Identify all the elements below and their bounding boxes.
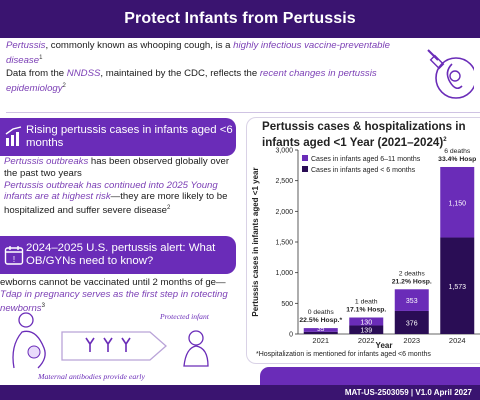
p2-text: ewborns cannot be vaccinated until 2 mon… xyxy=(0,277,226,288)
bar-under-6-months xyxy=(394,310,429,334)
bar-value-label: 130 xyxy=(360,319,372,326)
page-footer: MAT-US-2503059 | V1.0 April 2027 xyxy=(0,385,480,400)
y-tick-label: 0 xyxy=(289,332,293,339)
y-tick-label: 1,000 xyxy=(275,270,293,277)
intro-line-1: Pertussis, commonly known as whooping co… xyxy=(6,40,414,68)
page-header: Protect Infants from Pertussis xyxy=(0,0,480,38)
hospitalization-annotation: 17.1% Hosp. xyxy=(346,307,386,314)
legend-label: Cases in infants aged 6–11 months xyxy=(311,156,421,163)
x-tick-label: 2021 xyxy=(312,336,329,345)
ref-1: 1 xyxy=(39,55,43,62)
p1-text-1: has been observed globally over the past… xyxy=(4,156,230,179)
intro-text-1: , commonly known as whooping cough, is a xyxy=(45,40,234,51)
p2-em: Tdap in pregnancy serves as the first st… xyxy=(0,288,228,314)
bar-6-11-months xyxy=(440,166,475,238)
p1-text-2: —they are more likely to be hospitalized… xyxy=(4,191,228,217)
y-tick-label: 2,500 xyxy=(275,178,293,185)
ref-2: 2 xyxy=(62,83,66,90)
page-title: Protect Infants from Pertussis xyxy=(124,10,356,27)
pregnancy-vaccine-icon xyxy=(427,49,474,99)
bar-6-11-months xyxy=(394,289,429,311)
legend-swatch xyxy=(302,166,308,172)
bar-value-label: 1,150 xyxy=(448,200,466,207)
intro-text-2b: , maintained by the CDC, reflects the xyxy=(100,68,260,79)
p2-ref: 3 xyxy=(41,302,45,309)
hospitalization-annotation: 22.5% Hosp.* xyxy=(299,317,342,324)
legend-swatch xyxy=(302,155,308,161)
intro-highlight-1: highly infectious vaccine-preventable di… xyxy=(6,40,390,67)
panel-rising-cases-title: Rising pertussis cases in infants aged <… xyxy=(26,124,233,149)
hospitalization-annotation: 21.2% Hosp. xyxy=(392,278,432,285)
y-tick-label: 2,000 xyxy=(275,209,293,216)
panel-alert-header: ! 2024–2025 U.S. pertussis alert: What O… xyxy=(0,236,236,274)
panel-rising-cases-header: Rising pertussis cases in infants aged <… xyxy=(0,118,236,156)
maternal-antibodies-label: Maternal antibodies provide early xyxy=(38,372,145,381)
x-tick-label: 2024 xyxy=(449,336,466,345)
bar-value-label: 35 xyxy=(317,326,325,333)
term-pertussis: Pertussis xyxy=(6,40,46,51)
x-axis-label: Year xyxy=(376,341,393,350)
hospitalization-annotation: 33.4% Hosp xyxy=(438,156,476,163)
intro-text-2a: Data from the xyxy=(6,68,67,79)
x-tick-label: 2022 xyxy=(358,336,375,345)
antibody-illustration: Protected infant Maternal antibodies pro… xyxy=(0,308,236,382)
bar-under-6-months xyxy=(349,325,384,334)
deaths-annotation: 0 deaths xyxy=(308,309,335,316)
chart-title-ref: 2 xyxy=(443,136,447,143)
svg-text:!: ! xyxy=(13,255,15,264)
bar-under-6-months xyxy=(440,237,475,334)
bar-value-label: 139 xyxy=(360,328,372,335)
bar-value-label: 61 xyxy=(317,319,325,326)
bar-value-label: 376 xyxy=(406,320,418,327)
intro-text: Pertussis, commonly known as whooping co… xyxy=(6,40,414,96)
protected-infant-label: Protected infant xyxy=(160,312,209,321)
legend-label: Cases in infants aged < 6 months xyxy=(311,167,416,174)
intro-line-2: Data from the NNDSS, maintained by the C… xyxy=(6,68,414,96)
y-tick-label: 500 xyxy=(281,301,293,308)
bottom-panel-strip xyxy=(260,367,480,385)
y-tick-label: 3,000 xyxy=(275,148,293,155)
y-axis-label: Pertussis cases in infants aged <1 year xyxy=(251,167,260,316)
deaths-annotation: 1 death xyxy=(355,299,378,306)
panel-alert-body: ewborns cannot be vaccinated until 2 mon… xyxy=(0,277,236,315)
pertussis-bar-chart: 0 500 1,000 1,500 2,000 2,500 3,000 Pertussis c… xyxy=(251,148,480,350)
rising-chart-icon xyxy=(5,126,22,146)
bar-value-label: 353 xyxy=(406,298,418,305)
y-tick-label: 1,500 xyxy=(275,240,293,247)
bar-under-6-months xyxy=(303,331,338,334)
chart-card xyxy=(246,117,480,364)
chart-title: Pertussis cases & hospitalizations in in… xyxy=(262,120,480,149)
deaths-annotation: 2 deaths xyxy=(399,270,426,277)
p1-sentence-1: Pertussis outbreaks has been observed gl… xyxy=(4,156,240,180)
p1-em-2: Pertussis outbreak has continued into 20… xyxy=(4,179,218,203)
p1-ref: 2 xyxy=(167,205,171,212)
section-divider xyxy=(6,112,480,113)
bar-value-label: 1,573 xyxy=(448,284,466,291)
x-tick-label: 2023 xyxy=(403,336,420,345)
panel-alert-title: 2024–2025 U.S. pertussis alert: What OB/… xyxy=(26,242,216,267)
term-nndss: NNDSS xyxy=(66,68,101,79)
p1-em-1: Pertussis outbreaks xyxy=(4,156,89,167)
panel-rising-cases-body: Pertussis outbreaks has been observed gl… xyxy=(4,156,240,217)
chart-footnote: *Hospitalization is mentioned for infant… xyxy=(256,351,431,358)
document-code: MAT-US-2503059 | V1.0 April 2027 xyxy=(344,388,472,397)
bar-6-11-months xyxy=(349,317,384,326)
intro-highlight-2: recent changes in pertussis epidemiology xyxy=(6,68,377,95)
deaths-annotation: 6 deaths xyxy=(444,148,471,155)
mother-baby-illustration xyxy=(12,312,209,369)
p1-sentence-2: Pertussis outbreak has continued into 20… xyxy=(4,180,240,218)
calendar-alert-icon: ! xyxy=(4,246,24,265)
bar-6-11-months xyxy=(303,328,338,332)
chart-title-text: Pertussis cases & hospitalizations in in… xyxy=(262,120,466,149)
